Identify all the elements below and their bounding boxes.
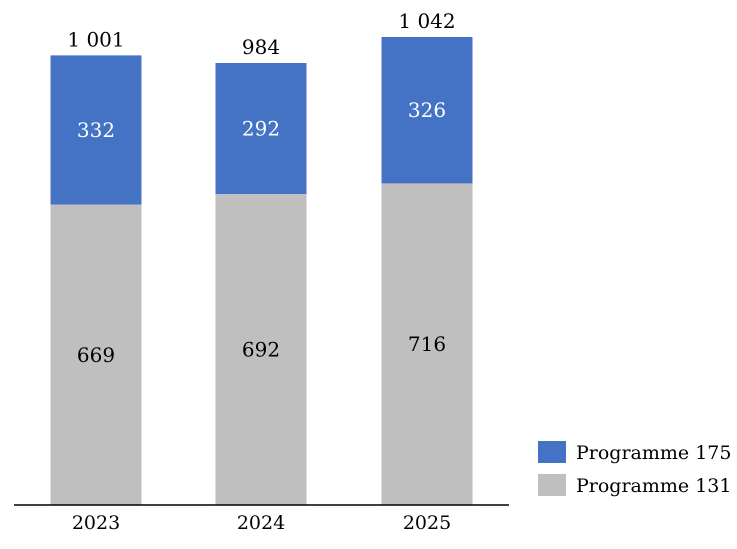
bar-programme-175-2025 bbox=[381, 37, 473, 184]
legend-swatch-programme-175 bbox=[538, 441, 566, 463]
total-label-2024: 984 bbox=[242, 35, 280, 59]
bar-programme-175-2024 bbox=[215, 63, 307, 195]
labels-layer: 669 332 1 001 692 292 984 716 326 1 042 bbox=[67, 9, 455, 367]
x-tick-label-2023: 2023 bbox=[72, 512, 120, 534]
x-tick-label-2025: 2025 bbox=[403, 512, 451, 534]
legend-swatch-programme-131 bbox=[538, 474, 566, 496]
total-label-2025: 1 042 bbox=[398, 9, 455, 33]
bar-programme-131-2023 bbox=[50, 204, 142, 505]
total-label-2023: 1 001 bbox=[67, 27, 124, 51]
data-label-programme-175-2024: 292 bbox=[242, 117, 280, 141]
legend: Programme 175 Programme 131 bbox=[538, 441, 731, 497]
data-label-programme-131-2024: 692 bbox=[242, 338, 280, 362]
bar-programme-175-2023 bbox=[50, 55, 142, 205]
data-label-programme-131-2025: 716 bbox=[408, 332, 446, 356]
data-label-programme-175-2023: 332 bbox=[77, 118, 115, 142]
data-label-programme-175-2025: 326 bbox=[408, 98, 446, 122]
legend-label-programme-175: Programme 175 bbox=[576, 442, 731, 464]
data-label-programme-131-2023: 669 bbox=[77, 343, 115, 367]
legend-label-programme-131: Programme 131 bbox=[576, 475, 731, 497]
bars-layer bbox=[50, 37, 473, 505]
x-axis-tick-labels: 2023 2024 2025 bbox=[72, 512, 451, 534]
bar-programme-131-2025 bbox=[381, 183, 473, 505]
bar-programme-131-2024 bbox=[215, 194, 307, 505]
x-tick-label-2024: 2024 bbox=[237, 512, 285, 534]
